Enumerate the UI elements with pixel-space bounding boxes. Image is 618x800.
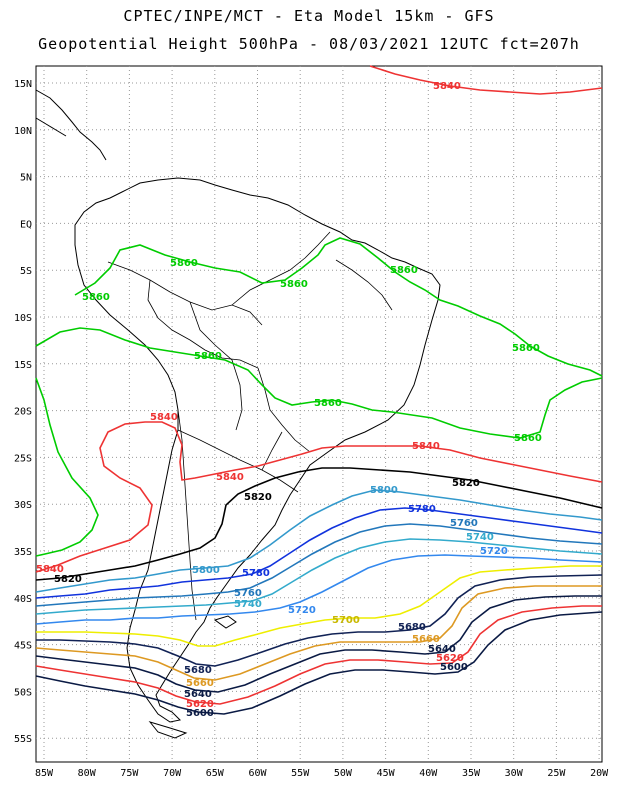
lon-tick-label: 20W (590, 768, 609, 779)
lon-tick-label: 50W (334, 768, 353, 779)
label-5700: 5700 (332, 615, 360, 626)
label-5820: 5820 (452, 478, 480, 489)
label-5820: 5820 (54, 574, 82, 585)
label-5660: 5660 (412, 634, 440, 645)
label-5760: 5760 (450, 518, 478, 529)
map-subtitle: Geopotential Height 500hPa - 08/03/2021 … (38, 35, 580, 53)
lon-tick-label: 60W (248, 768, 267, 779)
label-5720: 5720 (480, 546, 508, 557)
lon-tick-label: 55W (291, 768, 310, 779)
label-5840: 5840 (433, 81, 461, 92)
axis-ticks: 15N 10N 5N EQ 5S 10S 15S 20S 25S 30S 35S 40S 45S 50S 5… (14, 79, 609, 779)
lon-tick-label: 70W (163, 768, 182, 779)
label-5740: 5740 (466, 532, 494, 543)
lat-tick-label: 50S (14, 687, 32, 698)
lat-tick-label: 10N (14, 126, 32, 137)
contour-5640 (35, 595, 602, 693)
lat-tick-label: 15S (14, 360, 32, 371)
label-5840: 5840 (36, 564, 64, 575)
lon-tick-label: 40W (419, 768, 438, 779)
contour-5700 (36, 565, 602, 647)
label-5860: 5860 (314, 398, 342, 409)
lon-tick-label: 35W (462, 768, 481, 779)
contour-5800 (35, 489, 603, 593)
map-title: CPTEC/INPE/MCT - Eta Model 15km - GFS (123, 7, 495, 25)
lon-tick-label: 75W (120, 768, 139, 779)
contour-5720 (35, 554, 603, 625)
lat-tick-label: 5N (20, 173, 32, 184)
lat-tick-label: 55S (14, 734, 32, 745)
lat-tick-label: 45S (14, 641, 32, 652)
falklands (213, 615, 237, 629)
lon-tick-label: 85W (35, 768, 54, 779)
label-5860: 5860 (280, 279, 308, 290)
contour-5860-north (74, 237, 603, 377)
label-5840: 5840 (150, 412, 178, 423)
graticule (36, 66, 602, 762)
label-5680: 5680 (398, 622, 426, 633)
contour-5760 (35, 523, 603, 607)
label-5680: 5680 (184, 665, 212, 676)
lat-tick-label: 20S (14, 407, 32, 418)
contour-5820 (35, 467, 603, 581)
central-america-coast (35, 89, 107, 161)
contour-5780 (35, 507, 603, 599)
lon-tick-label: 65W (206, 768, 225, 779)
lat-tick-label: 35S (14, 547, 32, 558)
label-5860: 5860 (82, 292, 110, 303)
contour-5620 (35, 605, 602, 705)
lat-tick-label: 5S (20, 266, 32, 277)
label-5800: 5800 (370, 485, 398, 496)
label-5860: 5860 (512, 343, 540, 354)
coastlines (35, 89, 441, 739)
contour-5840-north (369, 65, 603, 95)
lon-tick-label: 25W (547, 768, 566, 779)
map-frame (35, 65, 603, 763)
lat-tick-label: 15N (14, 79, 32, 90)
lat-tick-label: 10S (14, 313, 32, 324)
contours (35, 65, 603, 715)
contour-5860-west (35, 377, 99, 557)
caribbean-coast (35, 117, 67, 137)
label-5800: 5800 (192, 565, 220, 576)
label-5620: 5620 (436, 653, 464, 664)
label-5820: 5820 (244, 492, 272, 503)
contour-5660 (35, 585, 602, 681)
label-5720: 5720 (288, 605, 316, 616)
label-5860: 5860 (170, 258, 198, 269)
label-5600: 5600 (186, 708, 214, 719)
label-5840: 5840 (216, 472, 244, 483)
label-5620: 5620 (186, 699, 214, 710)
contour-5740 (35, 538, 603, 615)
contour-5680 (36, 574, 603, 667)
lon-tick-label: 30W (505, 768, 524, 779)
label-5840: 5840 (412, 441, 440, 452)
label-5780: 5780 (408, 504, 436, 515)
south-america-coast (74, 177, 441, 723)
label-5640: 5640 (428, 644, 456, 655)
label-5860: 5860 (514, 433, 542, 444)
lat-tick-label: 30S (14, 500, 32, 511)
label-5860: 5860 (390, 265, 418, 276)
lat-tick-label: EQ (20, 219, 32, 230)
tierra-del-fuego (148, 721, 188, 739)
contour-5860-mid (35, 327, 603, 439)
lon-tick-label: 45W (377, 768, 396, 779)
label-5860: 5860 (194, 351, 222, 362)
label-5780: 5780 (242, 568, 270, 579)
contour-5600 (35, 611, 603, 715)
label-5600: 5600 (440, 662, 468, 673)
label-5740: 5740 (234, 599, 262, 610)
lat-tick-label: 25S (14, 453, 32, 464)
lon-tick-label: 80W (78, 768, 97, 779)
contour-5840 (35, 421, 603, 573)
label-5640: 5640 (184, 689, 212, 700)
label-5760: 5760 (234, 588, 262, 599)
contour-labels: 5860 5860 5860 5860 5860 5860 5860 5860 … (36, 81, 542, 719)
label-5660: 5660 (186, 678, 214, 689)
lat-tick-label: 40S (14, 594, 32, 605)
